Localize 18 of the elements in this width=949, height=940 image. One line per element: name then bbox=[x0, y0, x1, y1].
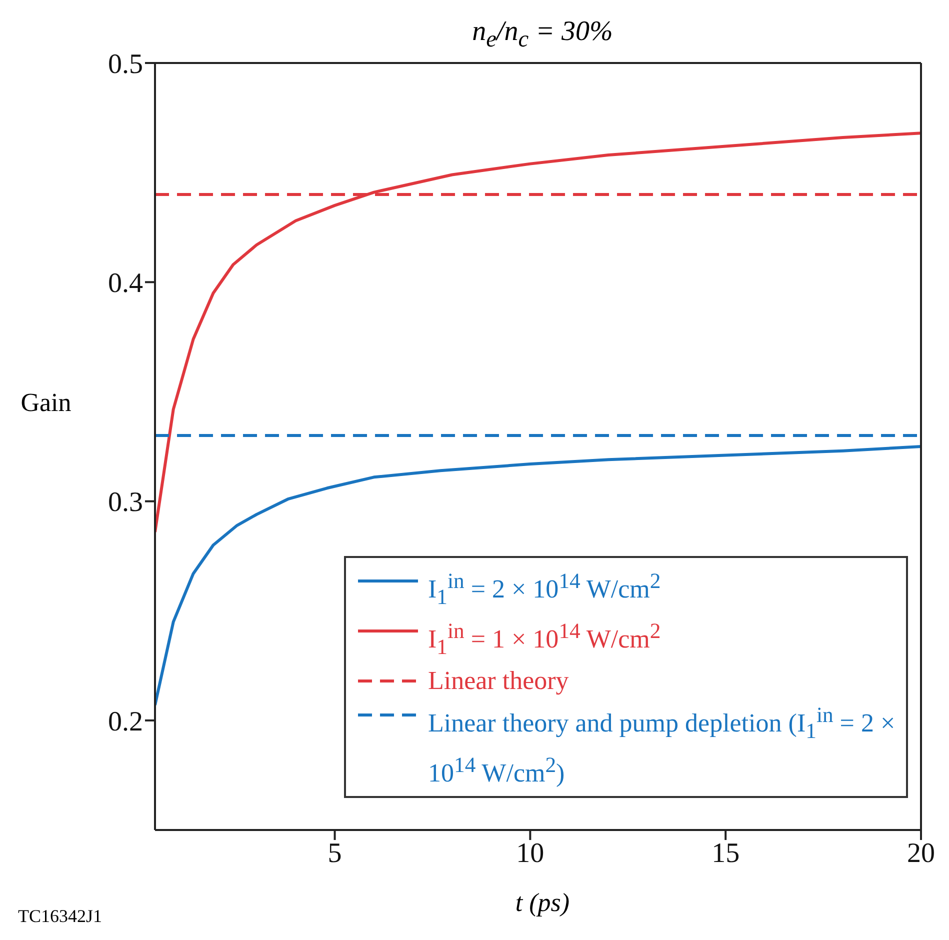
line-series bbox=[155, 445, 921, 707]
x-tick-label: 10 bbox=[516, 838, 544, 869]
y-tick-label: 0.3 bbox=[108, 487, 143, 518]
legend-label: I$_{1}$$^{in}$ = 2 × 10$^{14}$ W/cm$^{2}$ bbox=[428, 568, 662, 611]
text: Linear theory and pump depletion (I$_{1}$$^{in}$ = 2 × 10$^{14}$ W/cm$^{2}$) bbox=[428, 702, 896, 788]
legend-label: I$_{1}$$^{in}$ = 1 × 10$^{14}$ W/cm$^{2}$ bbox=[428, 618, 662, 661]
y-tick-label: 0.2 bbox=[108, 706, 143, 738]
legend-label: Linear theory bbox=[428, 664, 570, 697]
text: TC16342J1 bbox=[18, 906, 102, 926]
y-tick-label: 0.5 bbox=[108, 48, 143, 80]
y-tick-label: 0.4 bbox=[108, 268, 143, 300]
x-tick-label: 15 bbox=[712, 838, 740, 869]
y-axis-title: Gain bbox=[20, 388, 72, 417]
x-axis-title: t (ps) bbox=[515, 888, 570, 917]
x-tick-label: 20 bbox=[907, 838, 935, 869]
chart-title: n$_{e}$/n$_{c}$ = 30% bbox=[472, 16, 613, 53]
x-tick-label: 5 bbox=[328, 838, 342, 869]
line-series bbox=[155, 132, 921, 534]
